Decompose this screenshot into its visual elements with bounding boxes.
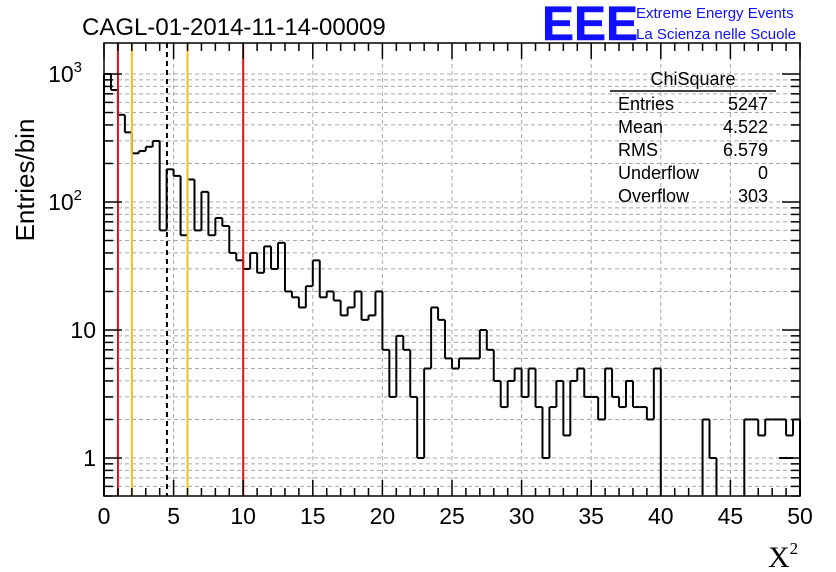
eee-logo: EEE [542, 0, 638, 51]
stats-value-entries: 5247 [728, 94, 768, 114]
x-tick-label: 30 [509, 503, 535, 529]
axes: 0 5 10 15 20 25 30 35 40 45 50 1 10 102 103 [48, 43, 813, 529]
stats-value-mean: 4.522 [723, 117, 768, 137]
run-title: CAGL-01-2014-11-14-00009 [82, 14, 386, 41]
stats-label-overflow: Overflow [618, 186, 690, 206]
x-tick-label: 40 [648, 503, 674, 529]
reference-lines [118, 43, 243, 496]
y-axis-label: Entries/bin [10, 119, 40, 242]
logo-line-1: Extreme Energy Events [636, 5, 794, 22]
stats-box: ChiSquare Entries 5247 Mean 4.522 RMS 6.… [610, 69, 776, 206]
y-tick-label: 103 [48, 59, 82, 87]
stats-title: ChiSquare [650, 69, 735, 89]
x-tick-label: 20 [370, 503, 396, 529]
x-tick-label: 50 [787, 503, 813, 529]
x-tick-label: 25 [439, 503, 465, 529]
stats-value-rms: 6.579 [723, 140, 768, 160]
stats-value-overflow: 303 [738, 186, 768, 206]
y-tick-label: 10 [70, 317, 96, 343]
stats-label-entries: Entries [618, 94, 674, 114]
x-tick-label: 35 [578, 503, 604, 529]
x-tick-label: 45 [718, 503, 744, 529]
stats-label-rms: RMS [618, 140, 658, 160]
y-tick-label: 1 [83, 445, 96, 471]
x-axis-label: X2 [768, 539, 798, 572]
stats-value-underflow: 0 [758, 163, 768, 183]
stats-label-underflow: Underflow [618, 163, 700, 183]
logo-line-2: La Scienza nelle Scuole [636, 26, 796, 43]
x-tick-label: 5 [167, 503, 180, 529]
grid [104, 43, 800, 496]
x-axis-label-base: X [768, 541, 790, 572]
x-tick-label: 10 [230, 503, 256, 529]
y-tick-label: 102 [48, 187, 82, 215]
x-tick-label: 15 [300, 503, 326, 529]
stats-label-mean: Mean [618, 117, 663, 137]
x-axis-label-exponent: 2 [790, 539, 799, 558]
x-tick-label: 0 [98, 503, 111, 529]
